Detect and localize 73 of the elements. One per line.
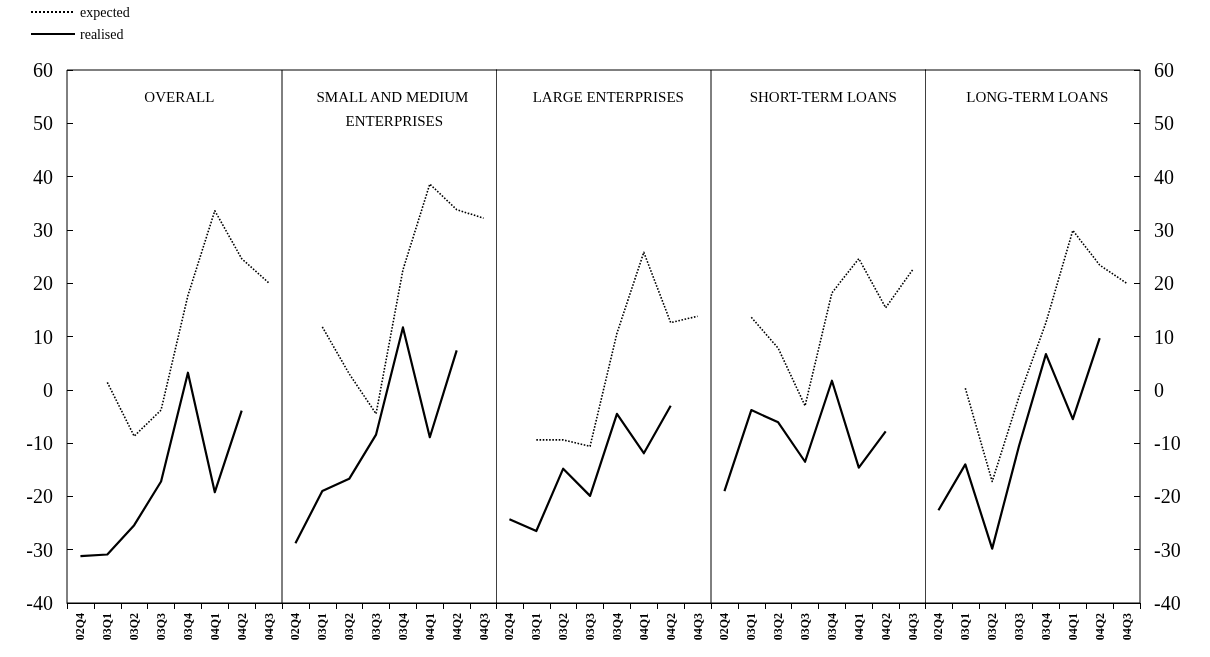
y2-tick-label: 20 bbox=[1154, 272, 1175, 295]
x-tick-label: 03Q2 bbox=[770, 613, 785, 641]
x-tick-label: 04Q1 bbox=[851, 613, 866, 641]
x-tick-label: 04Q2 bbox=[1093, 613, 1108, 641]
x-tick-label: 03Q3 bbox=[583, 613, 598, 641]
x-tick-label: 03Q3 bbox=[797, 613, 812, 641]
x-tick-label: 03Q1 bbox=[100, 613, 115, 641]
y-tick-label: 10 bbox=[33, 325, 53, 348]
x-tick-label: 04Q2 bbox=[234, 613, 249, 641]
x-tick-label: 03Q3 bbox=[154, 613, 169, 641]
x-tick-label: 02Q4 bbox=[288, 613, 303, 641]
x-tick-label: 03Q4 bbox=[395, 613, 410, 641]
x-tick-label: 03Q3 bbox=[1012, 613, 1027, 641]
y2-tick-label: 30 bbox=[1154, 218, 1175, 241]
x-tick-label: 03Q1 bbox=[529, 613, 544, 641]
y2-tick-label: 10 bbox=[1154, 325, 1175, 348]
x-tick-label: 03Q1 bbox=[744, 613, 759, 641]
x-tick-label: 03Q1 bbox=[314, 613, 329, 641]
y2-tick-label: 50 bbox=[1154, 112, 1175, 135]
y-tick-label: 60 bbox=[33, 59, 53, 81]
x-tick-label: 02Q4 bbox=[931, 613, 946, 641]
y2-tick-label: -40 bbox=[1154, 592, 1182, 614]
x-tick-label: 02Q4 bbox=[502, 613, 517, 641]
x-tick-label: 03Q4 bbox=[180, 613, 195, 641]
line-series bbox=[106, 209, 270, 437]
line-series bbox=[79, 371, 243, 558]
x-tick-label: 03Q2 bbox=[127, 613, 142, 641]
y-tick-label: -40 bbox=[26, 592, 53, 614]
x-tick-label: 03Q2 bbox=[341, 613, 356, 641]
x-tick-label: 04Q2 bbox=[878, 613, 893, 641]
text: SMALL AND MEDIUM ENTERPRISES bbox=[316, 89, 472, 129]
y2-tick-label: -20 bbox=[1154, 485, 1182, 508]
y-tick-label: 50 bbox=[33, 112, 53, 135]
x-tick-label: 02Q4 bbox=[73, 613, 88, 641]
x-tick-label: 04Q2 bbox=[449, 613, 464, 641]
x-tick-label: 04Q1 bbox=[637, 613, 651, 641]
y-tick-label: 40 bbox=[33, 165, 53, 188]
y2-tick-label: 0 bbox=[1154, 378, 1165, 401]
legend-label: realised bbox=[80, 26, 124, 42]
y2-tick-label: 40 bbox=[1154, 165, 1175, 188]
x-tick-label: 04Q3 bbox=[261, 613, 276, 641]
x-tick-label: 04Q3 bbox=[905, 613, 920, 641]
x-tick-label: 04Q3 bbox=[476, 613, 491, 641]
text: SHORT-TERM LOANS bbox=[749, 89, 897, 105]
y-tick-label: -10 bbox=[26, 432, 53, 455]
x-tick-label: 04Q1 bbox=[207, 613, 222, 641]
x-tick-label: 04Q1 bbox=[422, 613, 437, 641]
y-tick-label: 30 bbox=[33, 218, 53, 241]
x-tick-label: 02Q4 bbox=[717, 613, 732, 641]
text: LARGE ENTERPRISES bbox=[532, 89, 685, 105]
x-tick-label: 04Q3 bbox=[690, 613, 705, 641]
text: OVERALL bbox=[144, 89, 215, 105]
y2-tick-label: -30 bbox=[1154, 538, 1182, 561]
y-tick-label: 20 bbox=[33, 272, 53, 295]
line-series bbox=[964, 229, 1128, 483]
y2-tick-label: 60 bbox=[1154, 59, 1175, 81]
x-tick-label: 03Q3 bbox=[368, 613, 383, 641]
x-tick-label: 03Q4 bbox=[1039, 613, 1054, 641]
y2-tick-label: -10 bbox=[1154, 432, 1182, 455]
y-tick-label: -30 bbox=[26, 538, 53, 561]
x-tick-label: 04Q1 bbox=[1066, 613, 1081, 641]
legend-label: expected bbox=[80, 4, 130, 20]
y-tick-label: -20 bbox=[26, 485, 53, 508]
x-tick-label: 03Q2 bbox=[985, 613, 1000, 641]
x-tick-label: 03Q4 bbox=[610, 613, 625, 641]
text: LONG-TERM LOANS bbox=[966, 89, 1109, 105]
x-tick-label: 03Q2 bbox=[556, 613, 571, 641]
x-tick-label: 04Q2 bbox=[663, 613, 678, 641]
x-tick-label: 03Q4 bbox=[824, 613, 839, 641]
y-tick-label: 0 bbox=[43, 378, 53, 401]
x-tick-label: 04Q3 bbox=[1119, 613, 1134, 641]
line-series bbox=[937, 337, 1102, 550]
x-tick-label: 03Q1 bbox=[958, 613, 973, 641]
